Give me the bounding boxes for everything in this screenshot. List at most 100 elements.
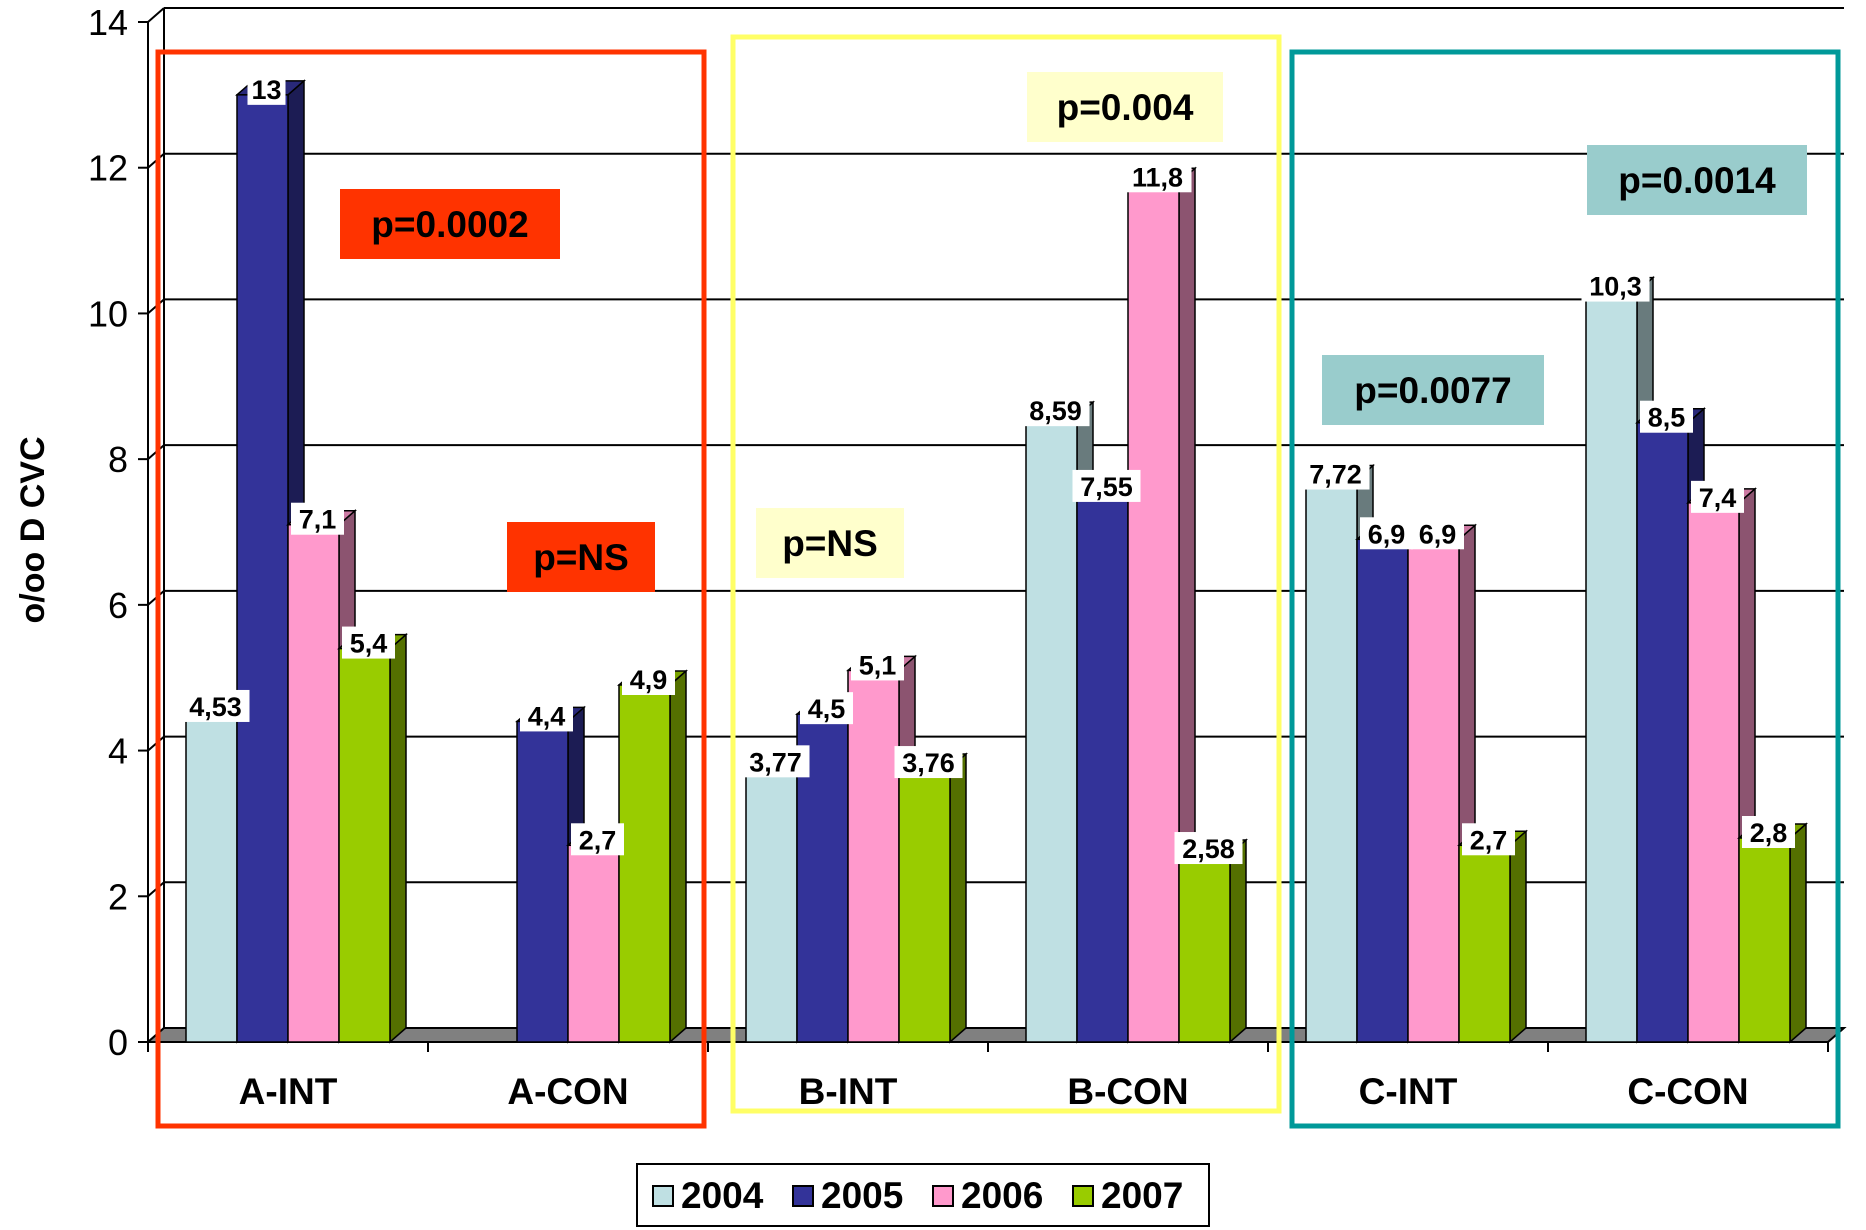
x-category-label: B-CON	[1067, 1071, 1188, 1112]
bar	[1636, 421, 1689, 1043]
bar	[1076, 491, 1129, 1043]
legend-label: 2007	[1101, 1175, 1183, 1216]
data-label-bg	[622, 663, 675, 695]
y-tick-label: 6	[108, 585, 128, 626]
data-label-bg	[1640, 400, 1693, 433]
p-value-box	[507, 522, 655, 592]
x-category-label: A-INT	[239, 1071, 338, 1112]
legend-label: 2004	[681, 1175, 764, 1216]
data-label-bg	[1411, 517, 1464, 550]
bar	[1025, 415, 1078, 1043]
bar	[1458, 844, 1511, 1043]
bar	[745, 766, 798, 1043]
p-value-box	[756, 508, 904, 578]
y-tick-label: 4	[108, 731, 128, 772]
p-value-label: p=0.004	[1057, 87, 1194, 128]
data-label: 10,3	[1589, 272, 1642, 302]
data-label: 2,7	[1470, 825, 1508, 855]
data-label: 7,1	[299, 505, 337, 535]
data-label-bg	[1072, 469, 1141, 502]
p-value-label: p=NS	[782, 523, 878, 564]
bar	[567, 844, 620, 1043]
bar-side	[1509, 829, 1527, 1044]
data-label: 11,8	[1132, 162, 1183, 192]
bar	[338, 647, 391, 1043]
data-label: 7,55	[1080, 472, 1133, 502]
bar	[516, 720, 569, 1043]
bar	[1585, 290, 1638, 1043]
bar-side	[1789, 822, 1807, 1044]
p-value-box	[340, 189, 560, 259]
data-label-bg	[291, 502, 344, 535]
data-label: 6,9	[1368, 519, 1406, 549]
group-frame	[1289, 49, 1841, 1129]
legend	[636, 1163, 1210, 1227]
data-label-bg	[181, 689, 250, 722]
bar	[1407, 538, 1460, 1043]
data-label-bg	[342, 626, 395, 659]
p-value-box	[1587, 145, 1807, 215]
data-label: 8,5	[1648, 403, 1686, 433]
x-category-label: A-CON	[507, 1071, 628, 1112]
data-label: 4,4	[528, 701, 566, 731]
x-category-label: B-INT	[799, 1071, 898, 1112]
p-value-label: p=0.0014	[1618, 160, 1776, 201]
data-label-bg	[571, 823, 624, 856]
data-label-bg	[800, 692, 853, 725]
bar	[898, 767, 951, 1043]
bar-side	[389, 632, 407, 1044]
data-label-bg	[1360, 517, 1413, 550]
data-label-bg	[1301, 457, 1370, 490]
bar	[1305, 478, 1358, 1043]
bar-side	[949, 752, 967, 1044]
y-tick-label: 8	[108, 439, 128, 480]
data-label-bg	[1123, 160, 1192, 193]
bar	[847, 669, 900, 1043]
bar	[618, 684, 671, 1043]
legend-swatch	[792, 1185, 814, 1207]
data-label-bg	[1462, 823, 1515, 856]
x-category-label: C-INT	[1359, 1071, 1458, 1112]
bar	[1738, 837, 1791, 1043]
data-label: 6,9	[1419, 519, 1457, 549]
y-tick-label: 2	[108, 876, 128, 917]
data-label: 4,53	[189, 692, 242, 722]
data-label-bg	[1581, 269, 1650, 302]
data-label-bg	[247, 72, 286, 105]
p-value-label: p=0.0077	[1354, 370, 1511, 411]
data-label: 3,77	[749, 747, 802, 777]
data-label: 7,72	[1309, 460, 1362, 490]
legend-label: 2006	[961, 1175, 1043, 1216]
legend-label: 2005	[821, 1175, 903, 1216]
data-label: 4,9	[630, 665, 668, 695]
data-label: 3,76	[902, 748, 955, 778]
bar-side	[669, 669, 687, 1044]
bar	[1178, 853, 1231, 1043]
legend-swatch	[652, 1185, 674, 1207]
bar	[236, 94, 289, 1043]
group-frame	[155, 49, 707, 1129]
bar	[1687, 502, 1740, 1043]
data-label-bg	[1021, 394, 1090, 427]
legend-swatch	[1072, 1185, 1094, 1207]
bar	[185, 711, 238, 1043]
p-value-box	[1322, 355, 1544, 425]
y-tick-label: 14	[88, 2, 128, 43]
p-value-label: p=NS	[533, 537, 629, 578]
data-label: 8,59	[1029, 396, 1082, 426]
bar	[287, 523, 340, 1043]
data-label: 5,4	[350, 629, 388, 659]
group-frame	[730, 34, 1282, 1114]
data-label-bg	[1691, 480, 1744, 513]
data-label: 13	[251, 75, 281, 105]
data-label-bg	[1174, 832, 1243, 865]
p-value-box	[1027, 72, 1223, 142]
legend-swatch	[932, 1185, 954, 1207]
data-label-bg	[741, 745, 810, 778]
p-value-label: p=0.0002	[371, 204, 528, 245]
data-label-bg	[520, 699, 573, 732]
x-category-label: C-CON	[1627, 1071, 1748, 1112]
bar	[1356, 538, 1409, 1043]
data-label: 4,5	[808, 694, 846, 724]
